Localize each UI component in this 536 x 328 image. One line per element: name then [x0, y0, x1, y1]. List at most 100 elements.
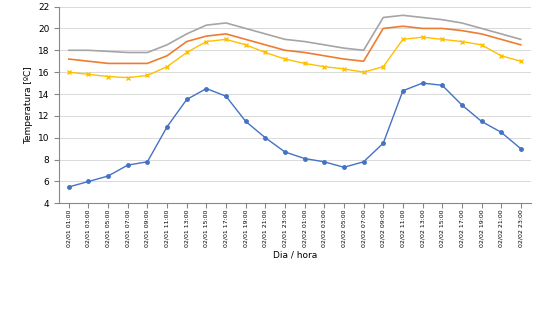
- Zona 3: Temperatura média do ar - Solução 4 [°C]: (11, 18): Temperatura média do ar - Solução 4 [°C]…: [282, 48, 288, 52]
- Zona 3: Temperatura média do ar - Solução 6 [°C]: (18, 21): Temperatura média do ar - Solução 6 [°C]…: [419, 15, 426, 19]
- Zona 3: Temperatura média do ar - Solução 4 [°C]: (9, 19): Temperatura média do ar - Solução 4 [°C]…: [242, 37, 249, 41]
- Zona 3: Temperatura média do ar - S. Existente [°C]: (6, 17.8): Temperatura média do ar - S. Existente […: [183, 51, 190, 54]
- Temperatura exterior [°C]: [518, 147, 524, 151]
- Zona 3: Temperatura média do ar - S. Existente [°C]: (20, 18.8): Temperatura média do ar - S. Existente […: [459, 40, 465, 44]
- Temperatura exterior [°C]: [478, 119, 485, 123]
- Zona 3: Temperatura média do ar - S. Existente [°C]: (22, 17.5): Temperatura média do ar - S. Existente […: [498, 54, 504, 58]
- Zona 3: Temperatura média do ar - S. Existente [°C]: (10, 17.8): Temperatura média do ar - S. Existente […: [262, 51, 269, 54]
- Temperatura exterior [°C]: [262, 136, 269, 140]
- Zona 3: Temperatura média do ar - S. Existente [°C]: (3, 15.5): Temperatura média do ar - S. Existente […: [124, 76, 131, 80]
- Zona 3: Temperatura média do ar - Solução 6 [°C]: (11, 19): Temperatura média do ar - Solução 6 [°C]…: [282, 37, 288, 41]
- Y-axis label: Temperatura [ºC]: Temperatura [ºC]: [25, 66, 34, 144]
- Zona 3: Temperatura média do ar - S. Existente [°C]: (0, 16): Temperatura média do ar - S. Existente […: [65, 70, 72, 74]
- Temperatura exterior [°C]: [360, 160, 367, 164]
- Zona 3: Temperatura média do ar - Solução 4 [°C]: (4, 16.8): Temperatura média do ar - Solução 4 [°C]…: [144, 61, 151, 65]
- Zona 3: Temperatura média do ar - S. Existente [°C]: (13, 16.5): Temperatura média do ar - S. Existente […: [321, 65, 327, 69]
- Zona 3: Temperatura média do ar - S. Existente [°C]: (4, 15.7): Temperatura média do ar - S. Existente […: [144, 73, 151, 77]
- Zona 3: Temperatura média do ar - Solução 6 [°C]: (13, 18.5): Temperatura média do ar - Solução 6 [°C]…: [321, 43, 327, 47]
- Zona 3: Temperatura média do ar - S. Existente [°C]: (23, 17): Temperatura média do ar - S. Existente […: [518, 59, 524, 63]
- Zona 3: Temperatura média do ar - Solução 4 [°C]: (6, 18.8): Temperatura média do ar - Solução 4 [°C]…: [183, 40, 190, 44]
- Zona 3: Temperatura média do ar - S. Existente [°C]: (17, 19): Temperatura média do ar - S. Existente […: [400, 37, 406, 41]
- Zona 3: Temperatura média do ar - Solução 4 [°C]: (23, 18.5): Temperatura média do ar - Solução 4 [°C]…: [518, 43, 524, 47]
- Line: Zona 3: Temperatura média do ar - S. Existente [°C]: Zona 3: Temperatura média do ar - S. Exi…: [66, 35, 523, 80]
- Zona 3: Temperatura média do ar - Solução 6 [°C]: (7, 20.3): Temperatura média do ar - Solução 6 [°C]…: [203, 23, 210, 27]
- Zona 3: Temperatura média do ar - Solução 6 [°C]: (9, 20): Temperatura média do ar - Solução 6 [°C]…: [242, 27, 249, 31]
- Zona 3: Temperatura média do ar - Solução 6 [°C]: (15, 18): Temperatura média do ar - Solução 6 [°C]…: [360, 48, 367, 52]
- Temperatura exterior [°C]: [144, 160, 151, 164]
- Zona 3: Temperatura média do ar - Solução 6 [°C]: (20, 20.5): Temperatura média do ar - Solução 6 [°C]…: [459, 21, 465, 25]
- Zona 3: Temperatura média do ar - S. Existente [°C]: (9, 18.5): Temperatura média do ar - S. Existente […: [242, 43, 249, 47]
- Line: Temperatura exterior [°C]: Temperatura exterior [°C]: [67, 81, 523, 189]
- Temperatura exterior [°C]: [301, 156, 308, 160]
- Zona 3: Temperatura média do ar - Solução 6 [°C]: (3, 17.8): Temperatura média do ar - Solução 6 [°C]…: [124, 51, 131, 54]
- Zona 3: Temperatura média do ar - Solução 4 [°C]: (22, 19): Temperatura média do ar - Solução 4 [°C]…: [498, 37, 504, 41]
- Zona 3: Temperatura média do ar - Solução 4 [°C]: (0, 17.2): Temperatura média do ar - Solução 4 [°C]…: [65, 57, 72, 61]
- Zona 3: Temperatura média do ar - Solução 4 [°C]: (17, 20.2): Temperatura média do ar - Solução 4 [°C]…: [400, 24, 406, 28]
- Zona 3: Temperatura média do ar - S. Existente [°C]: (14, 16.3): Temperatura média do ar - S. Existente […: [341, 67, 347, 71]
- Zona 3: Temperatura média do ar - S. Existente [°C]: (21, 18.5): Temperatura média do ar - S. Existente […: [478, 43, 485, 47]
- Zona 3: Temperatura média do ar - Solução 6 [°C]: (0, 18): Temperatura média do ar - Solução 6 [°C]…: [65, 48, 72, 52]
- Zona 3: Temperatura média do ar - S. Existente [°C]: (15, 16): Temperatura média do ar - S. Existente […: [360, 70, 367, 74]
- Temperatura exterior [°C]: [498, 130, 504, 134]
- Zona 3: Temperatura média do ar - Solução 4 [°C]: (8, 19.5): Temperatura média do ar - Solução 4 [°C]…: [223, 32, 229, 36]
- Zona 3: Temperatura média do ar - Solução 4 [°C]: (5, 17.5): Temperatura média do ar - Solução 4 [°C]…: [164, 54, 170, 58]
- Zona 3: Temperatura média do ar - Solução 6 [°C]: (22, 19.5): Temperatura média do ar - Solução 6 [°C]…: [498, 32, 504, 36]
- Temperatura exterior [°C]: [321, 160, 327, 164]
- Zona 3: Temperatura média do ar - Solução 6 [°C]: (5, 18.5): Temperatura média do ar - Solução 6 [°C]…: [164, 43, 170, 47]
- Temperatura exterior [°C]: [164, 125, 170, 129]
- Zona 3: Temperatura média do ar - Solução 6 [°C]: (1, 18): Temperatura média do ar - Solução 6 [°C]…: [85, 48, 92, 52]
- Zona 3: Temperatura média do ar - Solução 6 [°C]: (16, 21): Temperatura média do ar - Solução 6 [°C]…: [380, 15, 386, 19]
- Zona 3: Temperatura média do ar - S. Existente [°C]: (18, 19.2): Temperatura média do ar - S. Existente […: [419, 35, 426, 39]
- Temperatura exterior [°C]: [419, 81, 426, 85]
- Temperatura exterior [°C]: [183, 97, 190, 101]
- Zona 3: Temperatura média do ar - Solução 6 [°C]: (8, 20.5): Temperatura média do ar - Solução 6 [°C]…: [223, 21, 229, 25]
- Zona 3: Temperatura média do ar - Solução 4 [°C]: (16, 20): Temperatura média do ar - Solução 4 [°C]…: [380, 27, 386, 31]
- Temperatura exterior [°C]: [203, 87, 210, 91]
- Zona 3: Temperatura média do ar - S. Existente [°C]: (5, 16.5): Temperatura média do ar - S. Existente […: [164, 65, 170, 69]
- Zona 3: Temperatura média do ar - S. Existente [°C]: (7, 18.8): Temperatura média do ar - S. Existente […: [203, 40, 210, 44]
- Temperatura exterior [°C]: [439, 83, 445, 87]
- Zona 3: Temperatura média do ar - Solução 4 [°C]: (19, 20): Temperatura média do ar - Solução 4 [°C]…: [439, 27, 445, 31]
- Line: Zona 3: Temperatura média do ar - Solução 6 [°C]: Zona 3: Temperatura média do ar - Soluçã…: [69, 15, 521, 52]
- Zona 3: Temperatura média do ar - Solução 6 [°C]: (2, 17.9): Temperatura média do ar - Solução 6 [°C]…: [105, 50, 111, 53]
- Zona 3: Temperatura média do ar - S. Existente [°C]: (12, 16.8): Temperatura média do ar - S. Existente […: [301, 61, 308, 65]
- Temperatura exterior [°C]: [282, 150, 288, 154]
- Temperatura exterior [°C]: [400, 89, 406, 93]
- Zona 3: Temperatura média do ar - Solução 4 [°C]: (1, 17): Temperatura média do ar - Solução 4 [°C]…: [85, 59, 92, 63]
- Zona 3: Temperatura média do ar - Solução 4 [°C]: (15, 17): Temperatura média do ar - Solução 4 [°C]…: [360, 59, 367, 63]
- Zona 3: Temperatura média do ar - Solução 4 [°C]: (7, 19.3): Temperatura média do ar - Solução 4 [°C]…: [203, 34, 210, 38]
- Zona 3: Temperatura média do ar - Solução 6 [°C]: (23, 19): Temperatura média do ar - Solução 6 [°C]…: [518, 37, 524, 41]
- Zona 3: Temperatura média do ar - Solução 6 [°C]: (17, 21.2): Temperatura média do ar - Solução 6 [°C]…: [400, 13, 406, 17]
- Zona 3: Temperatura média do ar - S. Existente [°C]: (2, 15.6): Temperatura média do ar - S. Existente […: [105, 74, 111, 78]
- Temperatura exterior [°C]: [124, 163, 131, 167]
- Zona 3: Temperatura média do ar - Solução 4 [°C]: (2, 16.8): Temperatura média do ar - Solução 4 [°C]…: [105, 61, 111, 65]
- Zona 3: Temperatura média do ar - Solução 6 [°C]: (14, 18.2): Temperatura média do ar - Solução 6 [°C]…: [341, 46, 347, 50]
- X-axis label: Dia / hora: Dia / hora: [273, 250, 317, 259]
- Zona 3: Temperatura média do ar - S. Existente [°C]: (16, 16.5): Temperatura média do ar - S. Existente […: [380, 65, 386, 69]
- Zona 3: Temperatura média do ar - Solução 4 [°C]: (12, 17.8): Temperatura média do ar - Solução 4 [°C]…: [301, 51, 308, 54]
- Temperatura exterior [°C]: [341, 165, 347, 169]
- Temperatura exterior [°C]: [242, 119, 249, 123]
- Line: Zona 3: Temperatura média do ar - Solução 4 [°C]: Zona 3: Temperatura média do ar - Soluçã…: [69, 26, 521, 63]
- Temperatura exterior [°C]: [85, 179, 92, 183]
- Zona 3: Temperatura média do ar - Solução 4 [°C]: (13, 17.5): Temperatura média do ar - Solução 4 [°C]…: [321, 54, 327, 58]
- Temperatura exterior [°C]: [380, 141, 386, 145]
- Zona 3: Temperatura média do ar - Solução 4 [°C]: (10, 18.5): Temperatura média do ar - Solução 4 [°C]…: [262, 43, 269, 47]
- Zona 3: Temperatura média do ar - Solução 4 [°C]: (14, 17.2): Temperatura média do ar - Solução 4 [°C]…: [341, 57, 347, 61]
- Zona 3: Temperatura média do ar - Solução 4 [°C]: (3, 16.8): Temperatura média do ar - Solução 4 [°C]…: [124, 61, 131, 65]
- Temperatura exterior [°C]: [65, 185, 72, 189]
- Zona 3: Temperatura média do ar - S. Existente [°C]: (1, 15.8): Temperatura média do ar - S. Existente […: [85, 72, 92, 76]
- Zona 3: Temperatura média do ar - S. Existente [°C]: (19, 19): Temperatura média do ar - S. Existente […: [439, 37, 445, 41]
- Zona 3: Temperatura média do ar - S. Existente [°C]: (11, 17.2): Temperatura média do ar - S. Existente […: [282, 57, 288, 61]
- Zona 3: Temperatura média do ar - Solução 4 [°C]: (21, 19.5): Temperatura média do ar - Solução 4 [°C]…: [478, 32, 485, 36]
- Zona 3: Temperatura média do ar - Solução 6 [°C]: (19, 20.8): Temperatura média do ar - Solução 6 [°C]…: [439, 18, 445, 22]
- Zona 3: Temperatura média do ar - Solução 4 [°C]: (18, 20): Temperatura média do ar - Solução 4 [°C]…: [419, 27, 426, 31]
- Zona 3: Temperatura média do ar - S. Existente [°C]: (8, 19): Temperatura média do ar - S. Existente […: [223, 37, 229, 41]
- Zona 3: Temperatura média do ar - Solução 6 [°C]: (4, 17.8): Temperatura média do ar - Solução 6 [°C]…: [144, 51, 151, 54]
- Zona 3: Temperatura média do ar - Solução 6 [°C]: (12, 18.8): Temperatura média do ar - Solução 6 [°C]…: [301, 40, 308, 44]
- Zona 3: Temperatura média do ar - Solução 4 [°C]: (20, 19.8): Temperatura média do ar - Solução 4 [°C]…: [459, 29, 465, 32]
- Temperatura exterior [°C]: [459, 103, 465, 107]
- Zona 3: Temperatura média do ar - Solução 6 [°C]: (10, 19.5): Temperatura média do ar - Solução 6 [°C]…: [262, 32, 269, 36]
- Temperatura exterior [°C]: [223, 94, 229, 98]
- Zona 3: Temperatura média do ar - Solução 6 [°C]: (6, 19.5): Temperatura média do ar - Solução 6 [°C]…: [183, 32, 190, 36]
